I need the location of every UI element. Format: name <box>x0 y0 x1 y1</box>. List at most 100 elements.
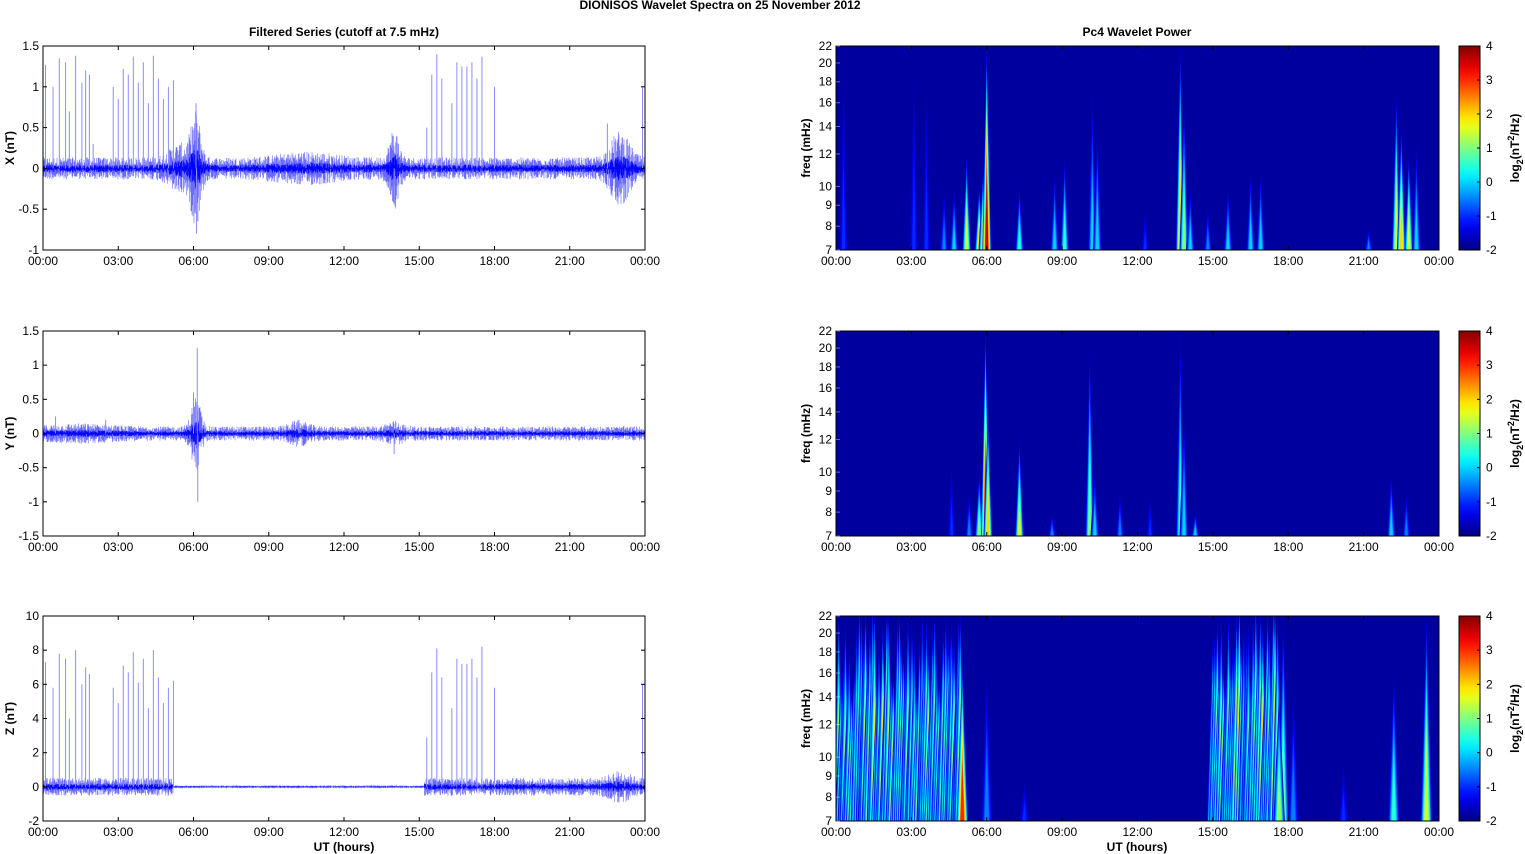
z-power-power-streak <box>1391 761 1396 821</box>
y-series-xtick-label: 09:00 <box>254 540 284 554</box>
y-series-xtick-label: 06:00 <box>178 540 208 554</box>
x-series-ylabel: X (nT) <box>3 131 17 165</box>
z-power-ytick-label: 12 <box>819 718 833 732</box>
y-series-xtick-label: 12:00 <box>329 540 359 554</box>
z-series-xtick-label: 06:00 <box>178 825 208 839</box>
x-power-xtick-label: 00:00 <box>1424 254 1454 268</box>
x-power-colorbar-tick-label: 2 <box>1486 107 1493 121</box>
x-power-ytick-label: 9 <box>825 198 832 212</box>
x-series-xtick-label: 06:00 <box>178 254 208 268</box>
z-power-colorbar-tick-label: 4 <box>1486 609 1493 623</box>
y-power-xtick-label: 09:00 <box>1047 540 1077 554</box>
z-power-colorbar-tick-label: -2 <box>1486 814 1497 828</box>
x-power-colorbar-tick-label: 0 <box>1486 175 1493 189</box>
x-series-xtick-label: 03:00 <box>103 254 133 268</box>
x-power-ytick-label: 10 <box>819 179 833 193</box>
y-power-power-streak <box>1194 526 1197 536</box>
y-series-xtick-label: 03:00 <box>103 540 133 554</box>
x-power-ytick-label: 22 <box>819 39 833 53</box>
x-power-ytick-label: 20 <box>819 56 833 70</box>
z-power-xtick-label: 12:00 <box>1122 825 1152 839</box>
y-power-colorbar-tick-label: 2 <box>1486 392 1493 406</box>
y-power-power-streak <box>1088 460 1092 536</box>
z-power-ytick-label: 9 <box>825 769 832 783</box>
x-power-power-streak <box>1259 217 1263 250</box>
right-xlabel: UT (hours) <box>1107 840 1168 854</box>
y-power-colorbar-tick-label: 3 <box>1486 358 1493 372</box>
z-power-ylabel: freq (mHz) <box>799 689 813 748</box>
x-power-power-streak <box>1249 217 1252 250</box>
y-power-xtick-label: 15:00 <box>1198 540 1228 554</box>
left-column-title: Filtered Series (cutoff at 7.5 mHz) <box>249 25 439 39</box>
z-power-ytick-label: 8 <box>825 790 832 804</box>
y-series-xtick-label: 15:00 <box>404 540 434 554</box>
y-power-ytick-label: 22 <box>819 324 833 338</box>
z-series-xtick-label: 21:00 <box>555 825 585 839</box>
x-power-xtick-label: 15:00 <box>1198 254 1228 268</box>
x-power-power-streak <box>1407 211 1411 250</box>
z-power-power-streak <box>960 758 965 821</box>
y-power-colorbar-tick-label: -2 <box>1486 529 1497 543</box>
z-series-ytick-label: 2 <box>32 746 39 760</box>
z-power-colorbar <box>1458 615 1481 822</box>
x-power-ytick-label: 14 <box>819 120 833 134</box>
y-power-xtick-label: 21:00 <box>1349 540 1379 554</box>
x-power-power-streak <box>1143 232 1147 250</box>
x-power-colorbar-tick-label: 3 <box>1486 73 1493 87</box>
y-power-colorbar-tick-label: 4 <box>1486 324 1493 338</box>
x-power-xtick-label: 00:00 <box>821 254 851 268</box>
z-power-plot <box>836 615 1481 822</box>
x-power-power-streak <box>924 175 928 250</box>
x-series-xtick-label: 00:00 <box>28 254 58 268</box>
x-power-xtick-label: 21:00 <box>1349 254 1379 268</box>
z-series-ytick-label: 4 <box>32 712 39 726</box>
y-series-xtick-label: 00:00 <box>630 540 660 554</box>
y-series-xtick-label: 00:00 <box>28 540 58 554</box>
left-xlabel: UT (hours) <box>314 840 375 854</box>
y-series-ytick-label: -0.5 <box>18 461 39 475</box>
x-series-xtick-label: 00:00 <box>630 254 660 268</box>
x-power-colorbar-tick-label: -1 <box>1486 209 1497 223</box>
y-power-power-streak <box>1182 486 1186 536</box>
y-power-xtick-label: 18:00 <box>1273 540 1303 554</box>
x-power-xtick-label: 09:00 <box>1047 254 1077 268</box>
z-series-xtick-label: 00:00 <box>630 825 660 839</box>
x-power-ylabel: freq (mHz) <box>799 118 813 177</box>
z-series-xtick-label: 00:00 <box>28 825 58 839</box>
x-power-power-streak <box>1414 205 1418 250</box>
z-power-ytick-label: 16 <box>819 666 833 680</box>
x-series-xtick-label: 09:00 <box>254 254 284 268</box>
y-power-ytick-label: 20 <box>819 341 833 355</box>
y-series-ytick-label: 0 <box>32 427 39 441</box>
y-power-power-streak <box>967 518 971 536</box>
x-power-power-streak <box>1206 232 1210 250</box>
y-series-ytick-label: 1 <box>32 358 39 372</box>
y-series-plot <box>42 348 645 502</box>
y-series-ytick-label: -1.5 <box>18 529 39 543</box>
x-series-ytick-label: -1 <box>28 243 39 257</box>
x-power-power-streak <box>965 211 969 250</box>
y-power-power-streak <box>986 486 990 536</box>
y-power-power-streak <box>1389 510 1393 536</box>
x-power-power-streak <box>1090 186 1094 250</box>
x-series-ytick-label: 0.5 <box>22 121 39 135</box>
z-power-ytick-label: 18 <box>819 645 833 659</box>
z-power-colorbar-tick-label: 2 <box>1486 677 1493 691</box>
x-power-power-streak <box>1095 200 1099 250</box>
x-power-power-streak <box>842 168 846 250</box>
x-power-plot <box>836 45 1481 251</box>
y-power-power-streak <box>1017 497 1021 536</box>
z-series-ytick-label: 10 <box>26 609 40 623</box>
x-series-plot <box>42 54 645 234</box>
x-series-ytick-label: 1 <box>32 80 39 94</box>
x-series-xtick-label: 21:00 <box>555 254 585 268</box>
figure-title: DIONISOS Wavelet Spectra on 25 November … <box>580 0 861 12</box>
z-power-power-streak <box>1341 795 1346 821</box>
x-series-xtick-label: 15:00 <box>404 254 434 268</box>
x-series-ytick-label: 1.5 <box>22 39 39 53</box>
y-power-colorbar-label: log2(nT2/Hz) <box>1506 399 1525 468</box>
x-power-power-streak <box>1226 224 1230 250</box>
z-power-xtick-label: 15:00 <box>1198 825 1228 839</box>
